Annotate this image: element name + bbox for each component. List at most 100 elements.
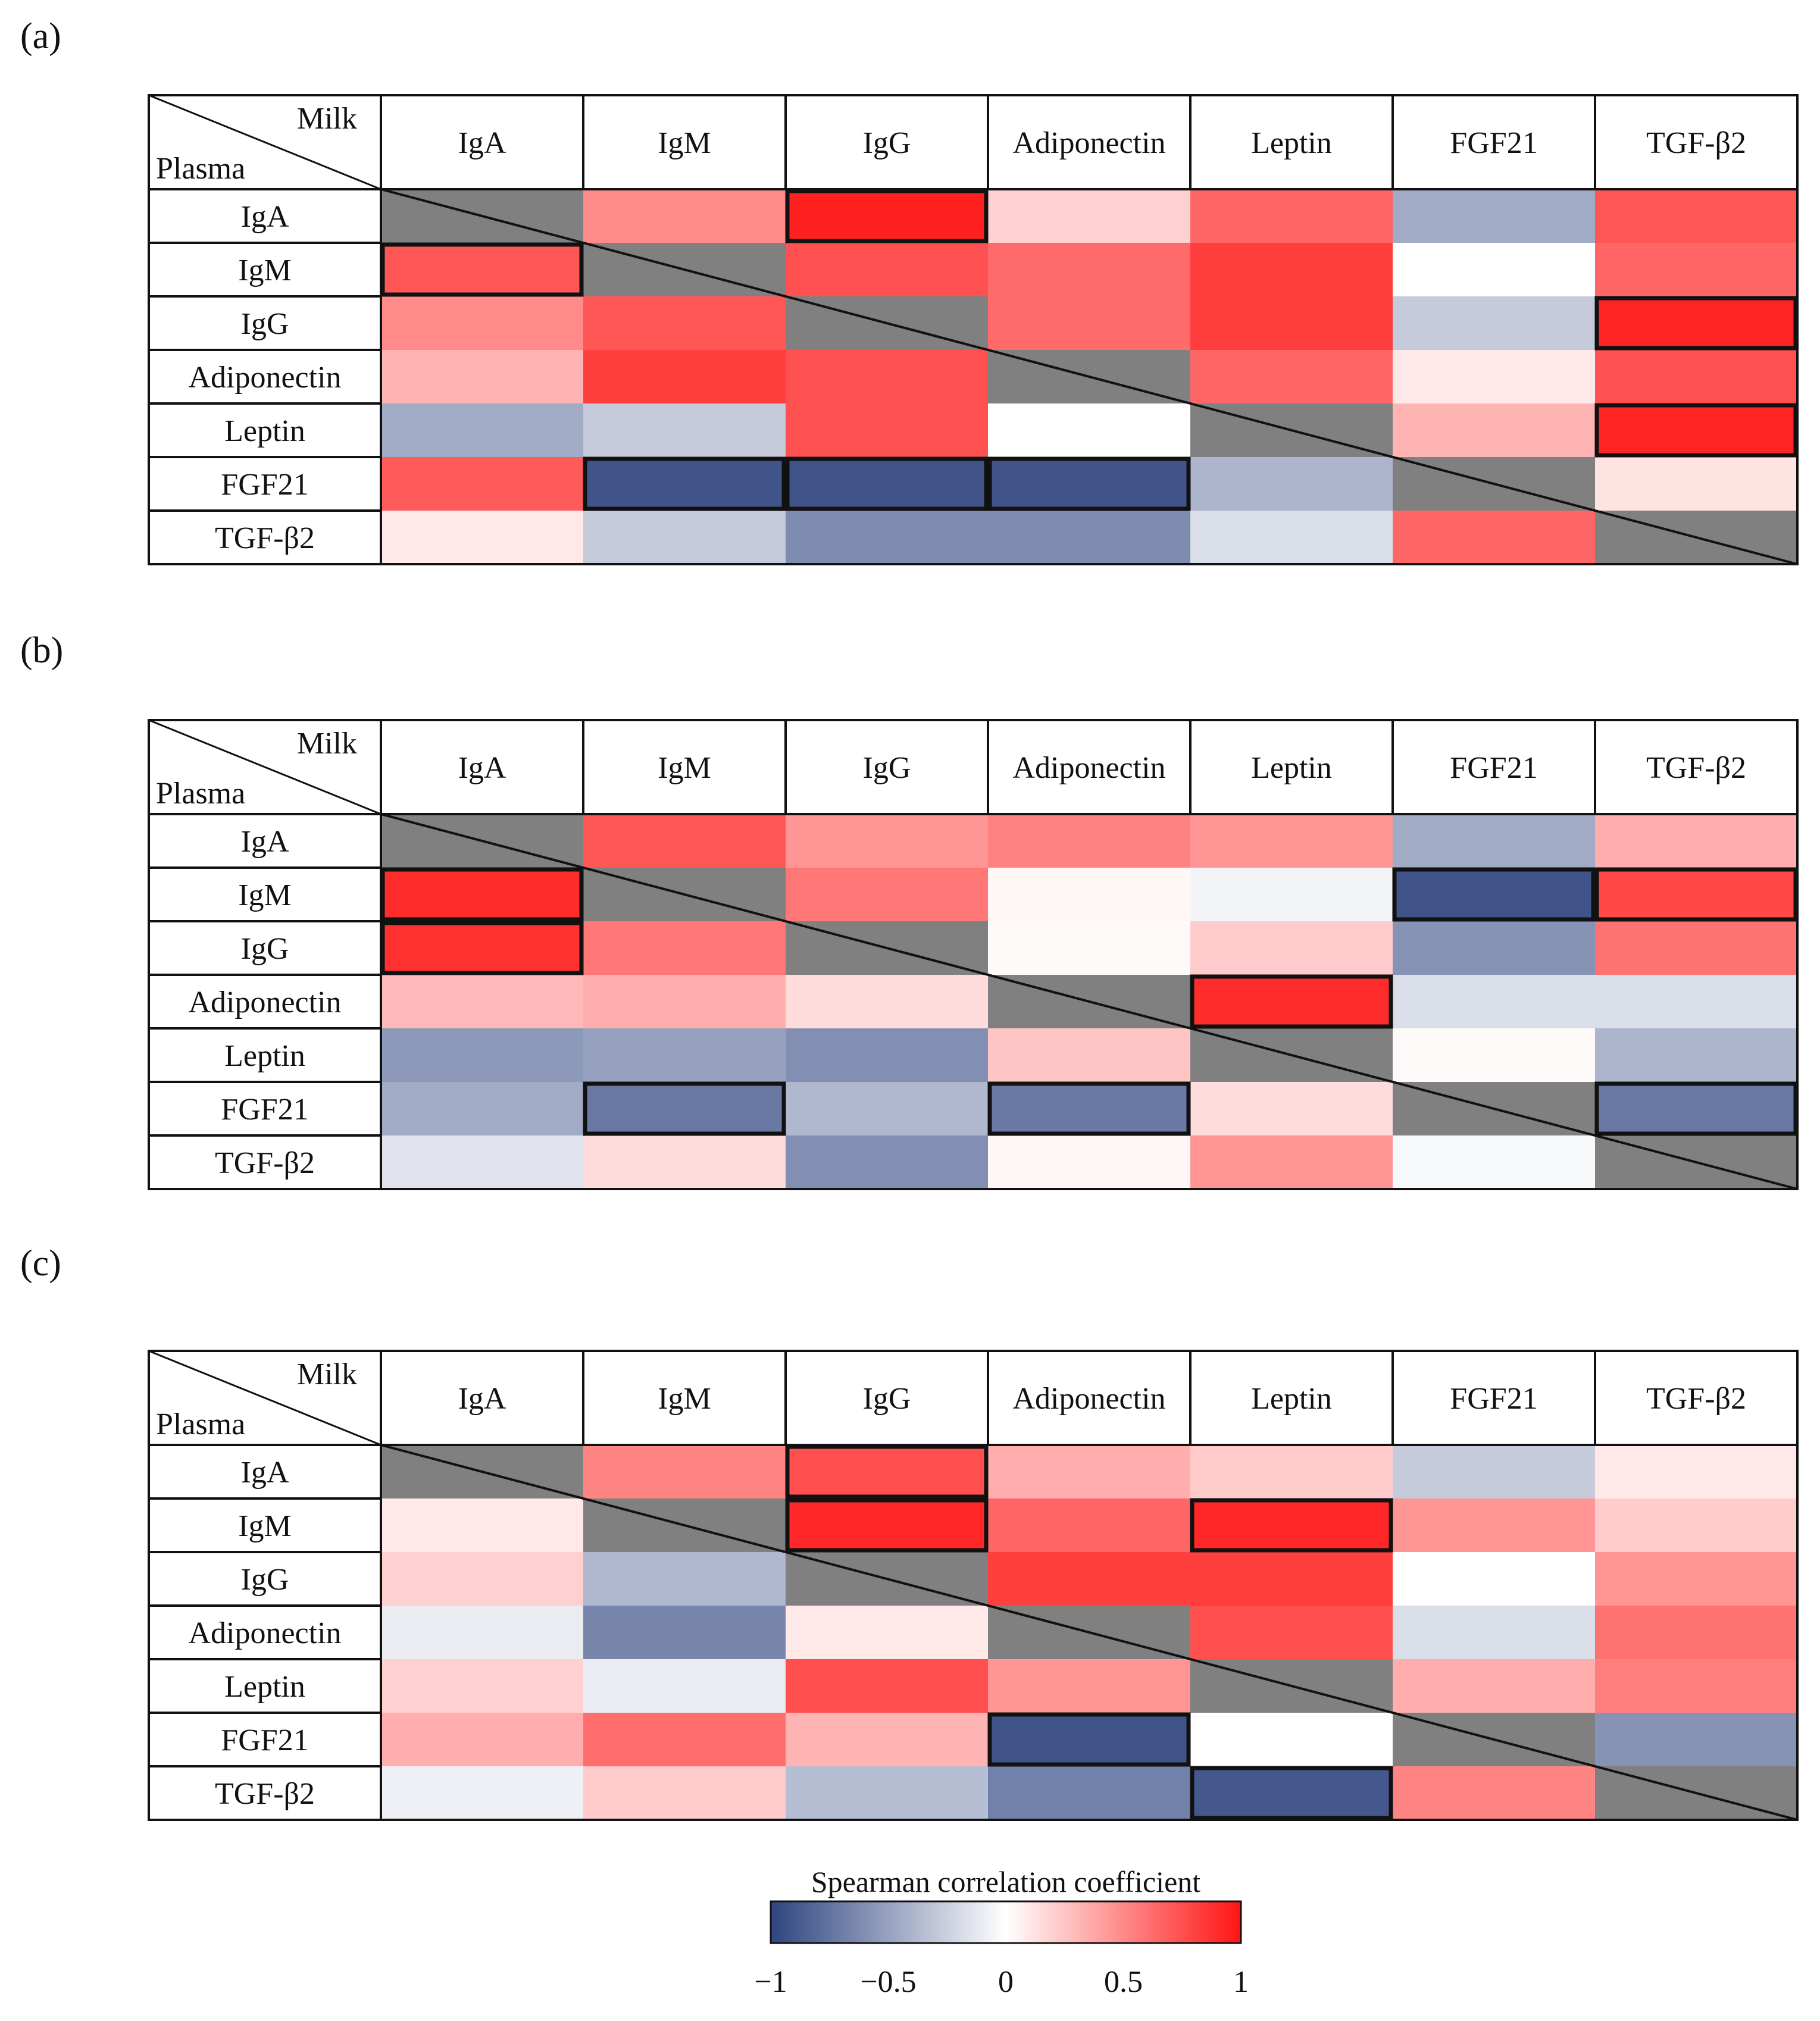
row-label-0-3: Adiponectin — [188, 361, 341, 395]
significant-cell-outline-1-5-6 — [1594, 1081, 1798, 1136]
heatmap-cell-1-5-4 — [1190, 1082, 1393, 1135]
row-label-0-4: Leptin — [224, 414, 305, 448]
heatmap-cell-2-5-4 — [1190, 1713, 1393, 1766]
row-header-cell-2-0 — [148, 1444, 382, 1500]
significant-cell-outline-1-1-0 — [380, 867, 584, 922]
heatmap-cell-2-0-5 — [1393, 1445, 1595, 1498]
heatmap-cell-0-2-0 — [381, 296, 583, 350]
heatmap-cell-1-0-4 — [1190, 814, 1393, 868]
significant-cell-outline-1-5-3 — [987, 1081, 1191, 1136]
row-label-1-4: Leptin — [224, 1039, 305, 1073]
column-header-cell-0-4 — [1189, 94, 1394, 190]
heatmap-cell-1-5-0 — [381, 1082, 583, 1135]
heatmap-cell-1-5-6 — [1595, 1082, 1797, 1135]
significant-cell-outline-0-5-3 — [987, 456, 1191, 511]
heatmap-cell-2-3-6 — [1595, 1606, 1797, 1659]
heatmap-cell-1-1-5 — [1393, 868, 1595, 921]
panel-label-a: (a) — [20, 16, 61, 57]
heatmap-cell-2-2-6 — [1595, 1552, 1797, 1606]
milk-axis-label-2: Milk — [297, 1357, 357, 1391]
row-header-cell-2-3 — [148, 1604, 382, 1660]
heatmap-cell-1-0-1 — [583, 814, 786, 868]
heatmap-cell-1-0-6 — [1595, 814, 1797, 868]
heatmap-cell-0-6-1 — [583, 511, 786, 564]
heatmap-cell-0-5-1 — [583, 457, 786, 511]
heatmap-cell-0-6-0 — [381, 511, 583, 564]
heatmap-cell-0-0-6 — [1595, 189, 1797, 243]
color-scale-tick-3: 0.5 — [1104, 1965, 1143, 1999]
heatmap-cell-2-5-6 — [1595, 1713, 1797, 1766]
significant-cell-outline-0-2-6 — [1594, 296, 1798, 351]
row-label-2-3: Adiponectin — [188, 1616, 341, 1650]
heatmap-cell-0-1-5 — [1393, 243, 1595, 296]
color-scale-title: Spearman correlation coefficient — [811, 1865, 1200, 1898]
column-header-cell-2-6 — [1594, 1350, 1799, 1446]
heatmap-cell-1-3-4 — [1190, 975, 1393, 1028]
heatmap-cell-0-5-4 — [1190, 457, 1393, 511]
heatmap-cell-1-0-5 — [1393, 814, 1595, 868]
column-header-cell-2-2 — [784, 1350, 989, 1446]
heatmap-cell-1-2-3 — [988, 921, 1190, 975]
heatmap-cell-1-2-4 — [1190, 921, 1393, 975]
significant-cell-outline-0-0-2 — [785, 189, 989, 243]
color-scale-tick-1: −0.5 — [860, 1965, 916, 1999]
heatmap-cell-0-2-4 — [1190, 296, 1393, 350]
heatmap-cell-2-4-2 — [786, 1659, 988, 1713]
heatmap-cell-2-4-3 — [988, 1659, 1190, 1713]
heatmap-cell-2-0-6 — [1595, 1445, 1797, 1498]
heatmap-cell-2-3-2 — [786, 1606, 988, 1659]
column-label-2-5: FGF21 — [1450, 1382, 1537, 1416]
significant-cell-outline-2-1-4 — [1190, 1498, 1393, 1553]
significant-cell-outline-2-1-2 — [785, 1498, 989, 1553]
heatmap-cell-2-4-0 — [381, 1659, 583, 1713]
heatmap-cell-2-2-1 — [583, 1552, 786, 1606]
heatmap-cell-2-2-5 — [1393, 1552, 1595, 1606]
heatmap-cell-0-2-5 — [1393, 296, 1595, 350]
heatmap-cell-0-1-2 — [786, 243, 988, 296]
heatmap-cell-2-5-0 — [381, 1713, 583, 1766]
column-label-0-3: Adiponectin — [1012, 126, 1165, 160]
heatmap-cell-0-3-4 — [1190, 350, 1393, 403]
column-label-1-2: IgG — [863, 751, 911, 785]
heatmap-cell-2-6-2 — [786, 1766, 988, 1820]
heatmap-cell-1-3-2 — [786, 975, 988, 1028]
significant-cell-outline-2-5-3 — [987, 1712, 1191, 1767]
row-header-cell-2-2 — [148, 1551, 382, 1607]
corner-diagonal-1 — [148, 719, 381, 815]
color-scale-bar — [770, 1900, 1242, 1944]
significant-cell-outline-1-2-0 — [380, 921, 584, 975]
row-header-cell-2-5 — [148, 1712, 382, 1767]
heatmap-cell-2-1-5 — [1393, 1498, 1595, 1552]
heatmap-cell-1-5-2 — [786, 1082, 988, 1135]
heatmap-cell-1-1-0 — [381, 868, 583, 921]
row-label-0-1: IgM — [238, 254, 292, 287]
matrix-diagonal-2 — [380, 1444, 1798, 1821]
column-label-2-6: TGF-β2 — [1646, 1382, 1746, 1416]
heatmap-cell-0-4-0 — [381, 403, 583, 457]
heatmap-cell-1-5-3 — [988, 1082, 1190, 1135]
heatmap-cell-1-2-1 — [583, 921, 786, 975]
column-label-0-1: IgM — [658, 126, 711, 160]
heatmap-cell-2-2-3 — [988, 1552, 1190, 1606]
heatmap-cell-1-4-6 — [1595, 1028, 1797, 1082]
heatmap-cell-2-1-4 — [1190, 1498, 1393, 1552]
row-header-cell-0-2 — [148, 295, 382, 351]
column-label-0-2: IgG — [863, 126, 911, 160]
heatmap-cell-0-3-6 — [1595, 350, 1797, 403]
heatmap-cell-1-6-3 — [988, 1135, 1190, 1189]
table-border-2 — [148, 1350, 1799, 1821]
column-label-1-4: Leptin — [1251, 751, 1332, 785]
color-scale-tick-4: 1 — [1233, 1965, 1249, 1999]
color-scale-tick-2: 0 — [998, 1965, 1014, 1999]
heatmap-cell-0-1-6 — [1595, 243, 1797, 296]
row-header-cell-2-6 — [148, 1765, 382, 1821]
row-header-cell-2-1 — [148, 1497, 382, 1553]
row-label-1-6: TGF-β2 — [215, 1146, 315, 1180]
heatmap-cell-2-0-4 — [1190, 1445, 1393, 1498]
column-header-cell-2-1 — [582, 1350, 787, 1446]
column-label-2-3: Adiponectin — [1012, 1382, 1165, 1416]
heatmap-cell-0-6-3 — [988, 511, 1190, 564]
row-label-0-2: IgG — [241, 307, 289, 341]
heatmap-cell-2-6-0 — [381, 1766, 583, 1820]
column-header-cell-1-3 — [987, 719, 1192, 815]
